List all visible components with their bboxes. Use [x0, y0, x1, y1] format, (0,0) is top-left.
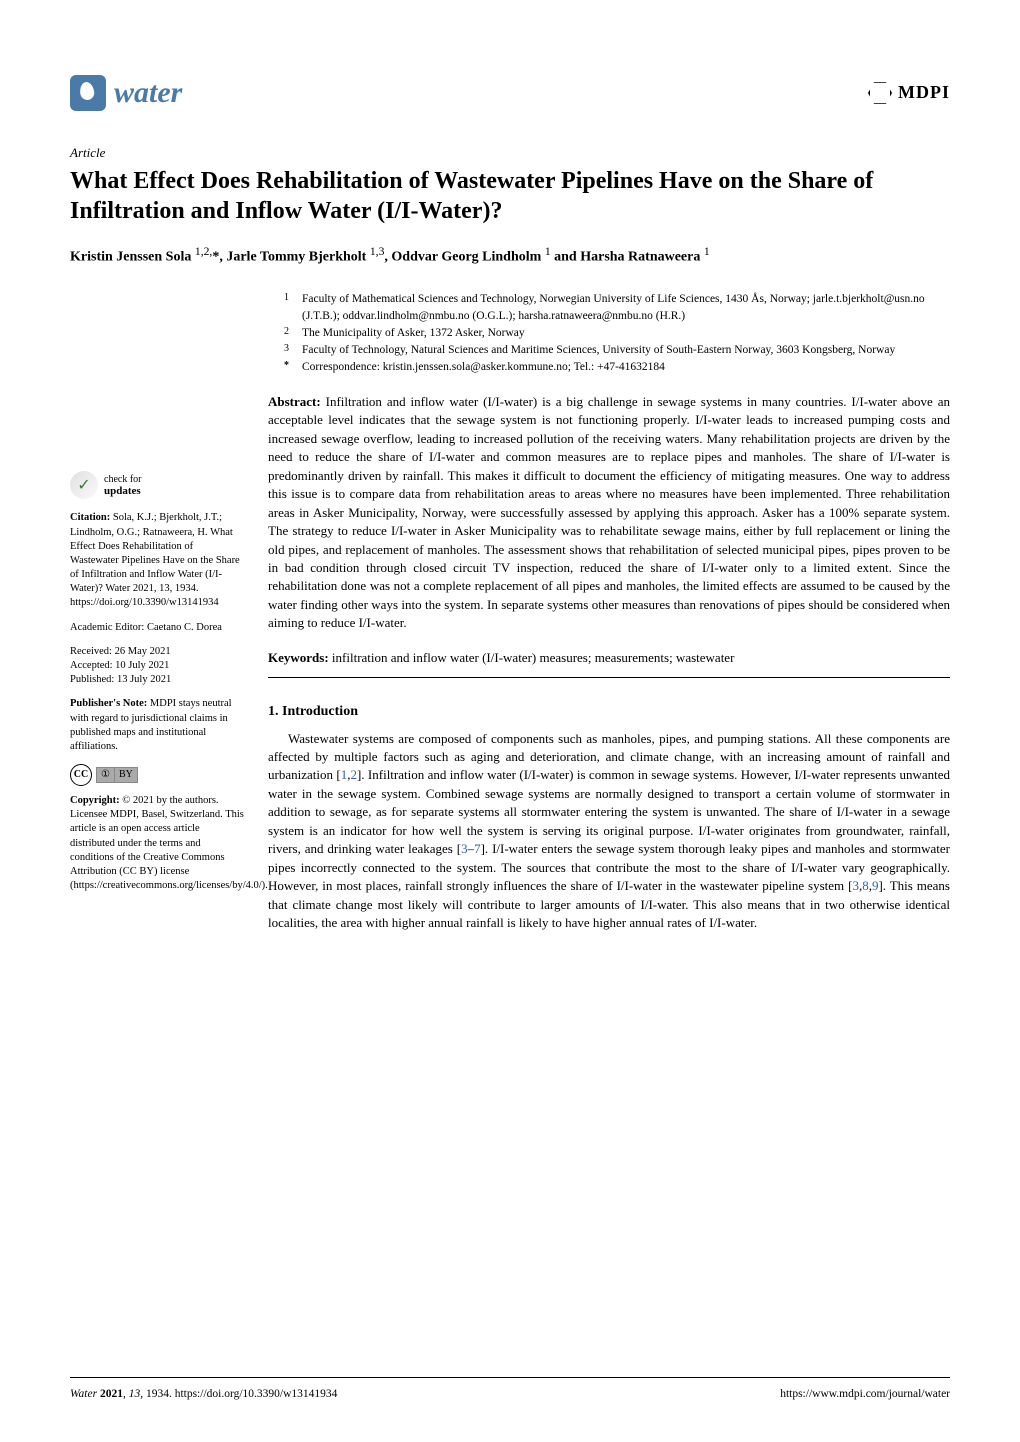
sidebar: ✓ check for updates Citation: Sola, K.J.… — [70, 291, 244, 932]
ref-link-1[interactable]: 1 — [341, 767, 348, 782]
article-title: What Effect Does Rehabilitation of Waste… — [70, 166, 950, 226]
journal-name: water — [114, 72, 182, 114]
check-updates-text: check for updates — [104, 474, 141, 497]
by-icon: ①BY — [96, 767, 138, 783]
dates-block: Received: 26 May 2021 Accepted: 10 July … — [70, 645, 244, 688]
check-updates-badge[interactable]: ✓ check for updates — [70, 471, 244, 499]
journal-logo: water — [70, 72, 182, 114]
editor-block: Academic Editor: Caetano C. Dorea — [70, 621, 244, 635]
ref-link-8[interactable]: 8 — [862, 878, 869, 893]
copyright-block: Copyright: © 2021 by the authors. Licens… — [70, 794, 244, 893]
check-icon: ✓ — [70, 471, 98, 499]
footer: Water 2021, 13, 1934. https://doi.org/10… — [70, 1377, 950, 1402]
cc-by-logo: CC ①BY — [70, 764, 244, 786]
divider — [268, 677, 950, 678]
keywords: Keywords: infiltration and inflow water … — [268, 649, 950, 667]
footer-right[interactable]: https://www.mdpi.com/journal/water — [780, 1386, 950, 1402]
citation-block: Citation: Sola, K.J.; Bjerkholt, J.T.; L… — [70, 511, 244, 610]
article-type: Article — [70, 144, 950, 162]
abstract: Abstract: Infiltration and inflow water … — [268, 393, 950, 633]
publisher-logo: MDPI — [868, 80, 950, 105]
section-heading: 1. Introduction — [268, 702, 950, 722]
water-drop-icon — [70, 75, 106, 111]
ref-link-3b[interactable]: 3 — [852, 878, 859, 893]
cc-icon: CC — [70, 764, 92, 786]
intro-paragraph: Wastewater systems are composed of compo… — [268, 730, 950, 933]
authors-line: Kristin Jenssen Sola 1,2,*, Jarle Tommy … — [70, 244, 950, 267]
footer-left: Water 2021, 13, 1934. https://doi.org/10… — [70, 1386, 337, 1402]
ref-link-3[interactable]: 3 — [461, 841, 468, 856]
affiliations: 1Faculty of Mathematical Sciences and Te… — [268, 291, 950, 374]
mdpi-hex-icon — [868, 81, 892, 105]
publisher-name: MDPI — [898, 80, 950, 105]
publishers-note: Publisher's Note: MDPI stays neutral wit… — [70, 697, 244, 754]
